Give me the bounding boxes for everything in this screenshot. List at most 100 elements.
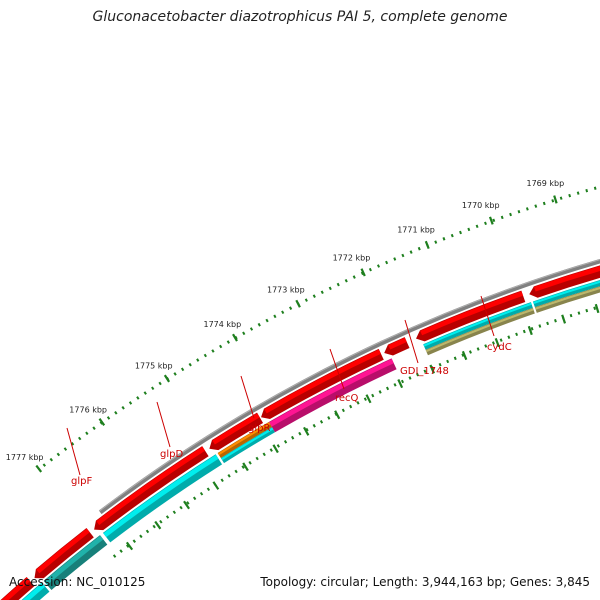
inner-minor-tick	[400, 379, 405, 384]
gene-block-1-highlight	[1, 577, 31, 600]
ruler-minor-tick	[576, 191, 580, 195]
ruler-minor-tick	[85, 431, 89, 436]
inner-minor-tick	[227, 474, 231, 478]
gene-leader-line	[329, 348, 345, 390]
inner-minor-tick	[341, 408, 345, 413]
gene-leader-line	[480, 295, 495, 337]
gene-label: GDI_1748	[400, 366, 449, 377]
ruler-minor-tick	[585, 188, 589, 193]
inner-minor-tick	[132, 539, 136, 544]
inner-minor-tick	[415, 372, 420, 377]
inner-minor-tick	[515, 332, 519, 337]
ruler-major-tick	[232, 333, 238, 342]
inner-minor-tick	[349, 404, 353, 409]
backbone-highlight	[98, 259, 600, 512]
gene-leader-line	[404, 319, 419, 364]
ruler-minor-tick	[196, 358, 200, 362]
ruler-minor-tick	[409, 250, 413, 254]
gene-block-3	[94, 446, 209, 531]
ruler-minor-tick	[376, 264, 381, 268]
ruler-minor-tick	[114, 411, 118, 415]
ruler-major-tick	[163, 374, 171, 383]
ruler-minor-tick	[393, 257, 397, 261]
ruler-minor-tick	[551, 199, 555, 203]
ruler-minor-tick	[77, 436, 82, 441]
ruler-minor-tick	[434, 240, 438, 244]
glpF-feature-highlight	[22, 582, 46, 600]
gene-leader-line	[240, 375, 255, 419]
cydC-feature-a-highlight	[423, 302, 532, 347]
inner-minor-tick	[199, 491, 204, 496]
inner-minor-tick	[298, 431, 302, 436]
ruler-minor-tick	[401, 253, 405, 258]
inner-minor-tick	[453, 356, 457, 361]
glpF-feature	[21, 582, 50, 600]
glpR-feature-a	[217, 421, 272, 459]
gene-label: glpR	[248, 423, 270, 434]
inner-minor-tick	[546, 321, 550, 326]
inner-minor-tick	[119, 549, 123, 553]
recQ-feature	[269, 358, 397, 433]
inner-major-tick	[334, 410, 341, 420]
ruler-minor-tick	[442, 237, 446, 241]
gene-block-3-body	[94, 446, 209, 531]
gene-block-7	[416, 290, 526, 342]
gene-block-2-highlight	[36, 528, 90, 574]
ruler-minor-tick	[106, 416, 111, 420]
inner-minor-tick	[393, 383, 397, 387]
ruler-major-tick	[98, 418, 106, 426]
inner-minor-tick	[577, 311, 581, 315]
ruler-minor-tick	[459, 230, 462, 235]
ruler-minor-tick	[417, 246, 421, 251]
gene-label: glpF	[71, 476, 92, 487]
ruler-major-tick	[360, 268, 366, 277]
ruler-label: 1775 kbp	[135, 362, 173, 371]
ruler-minor-tick	[344, 278, 348, 283]
inner-minor-tick	[385, 386, 390, 391]
ruler-label: 1773 kbp	[267, 285, 305, 294]
inner-minor-tick	[152, 524, 156, 529]
ruler-major-tick	[553, 195, 558, 204]
ruler-minor-tick	[467, 227, 471, 232]
inner-minor-tick	[269, 448, 273, 452]
gene-block-7-highlight	[420, 291, 524, 336]
map-title: Gluconacetobacter diazotrophicus PAI 5, …	[92, 9, 508, 25]
inner-minor-tick	[241, 465, 245, 469]
inner-major-tick	[461, 350, 468, 361]
gene-block-6	[384, 337, 410, 356]
inner-minor-tick	[499, 338, 503, 342]
ruler-minor-tick	[128, 401, 133, 405]
inner-minor-tick	[538, 324, 542, 328]
ruler-minor-tick	[492, 218, 496, 223]
ruler-minor-tick	[568, 193, 572, 198]
ruler-minor-tick	[63, 447, 68, 451]
inner-minor-tick	[220, 478, 224, 483]
ruler-label: 1777 kbp	[6, 453, 44, 462]
glpF-feature-2-body	[43, 535, 108, 590]
ruler-minor-tick	[158, 381, 162, 386]
ruler-minor-tick	[143, 391, 147, 395]
cydC-feature-c	[532, 280, 600, 308]
inner-minor-tick	[484, 344, 488, 348]
inner-minor-tick	[255, 456, 259, 461]
ruler-label: 1771 kbp	[397, 226, 435, 235]
inner-minor-tick	[186, 501, 190, 505]
ruler-minor-tick	[500, 215, 504, 220]
inner-major-tick	[494, 338, 500, 348]
ruler-minor-tick	[517, 209, 521, 214]
inner-minor-tick	[234, 469, 238, 474]
topology-text: Topology: circular; Length: 3,944,163 bp…	[260, 575, 590, 589]
ruler-minor-tick	[475, 224, 479, 229]
inner-major-tick	[242, 462, 249, 472]
inner-minor-tick	[554, 319, 557, 323]
ruler-major-tick	[488, 216, 494, 225]
backbone-arc	[98, 258, 600, 515]
gene-block-4	[209, 412, 264, 451]
inner-minor-tick	[593, 306, 597, 310]
gene-block-5-highlight	[264, 349, 381, 414]
ruler-minor-tick	[559, 196, 563, 200]
inner-major-tick	[303, 426, 310, 436]
inner-minor-tick	[371, 393, 375, 398]
ruler-minor-tick	[219, 344, 223, 349]
